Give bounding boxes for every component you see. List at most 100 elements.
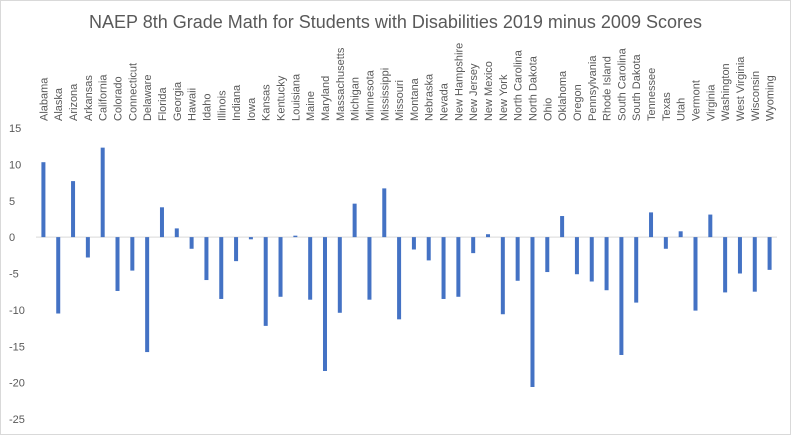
category-label: Maine [305, 91, 317, 121]
category-label: Oregon [572, 84, 584, 121]
bar-california [100, 147, 105, 238]
category-label: Nebraska [424, 73, 436, 121]
bar-utah [678, 231, 683, 238]
bar-north-carolina [515, 237, 520, 281]
bar-illinois [219, 237, 224, 299]
category-label: Rhode Island [602, 56, 614, 121]
y-tick-label: -10 [9, 305, 25, 317]
bar-alaska [56, 237, 61, 314]
category-label: Maryland [320, 76, 332, 121]
bar-minnesota [367, 237, 372, 300]
category-label: Massachusetts [335, 47, 347, 121]
category-label: Florida [157, 86, 169, 121]
bar-montana [411, 237, 416, 250]
category-label: New Jersey [468, 63, 480, 121]
bar-arkansas [85, 237, 90, 258]
bar-virginia [708, 214, 713, 238]
category-label: Ohio [542, 98, 554, 121]
y-tick-label: 0 [9, 232, 15, 244]
y-tick-label: -25 [9, 414, 25, 426]
bar-new-mexico [486, 234, 491, 238]
bar-oregon [574, 237, 579, 275]
bar-vermont [693, 237, 698, 311]
category-label: Louisiana [290, 73, 302, 121]
bar-south-dakota [634, 237, 639, 303]
bar-colorado [115, 237, 120, 291]
bar-texas [663, 237, 668, 249]
y-tick-label: 5 [9, 196, 15, 208]
category-label: Wisconsin [750, 71, 762, 121]
category-label: Colorado [113, 76, 125, 121]
category-label: Montana [409, 77, 421, 121]
category-label: South Dakota [631, 53, 643, 121]
bar-delaware [145, 237, 150, 353]
category-label: Arizona [68, 83, 80, 121]
bar-kansas [263, 237, 268, 326]
y-tick-label: -5 [9, 269, 19, 281]
category-label: Minnesota [364, 69, 376, 121]
bar-rhode-island [604, 237, 609, 291]
bar-pennsylvania [589, 237, 594, 282]
bar-georgia [174, 228, 179, 238]
category-label: North Dakota [527, 55, 539, 121]
category-label: Virginia [705, 84, 717, 121]
bar-nevada [441, 237, 446, 299]
category-label: Georgia [172, 81, 184, 121]
category-label: Wyoming [765, 75, 777, 121]
y-tick-label: -20 [9, 378, 25, 390]
category-label: Vermont [690, 80, 702, 121]
category-label: North Carolina [513, 49, 525, 121]
category-label: California [98, 74, 110, 121]
bar-connecticut [130, 237, 135, 271]
bar-indiana [234, 237, 239, 262]
category-label: Utah [676, 98, 688, 121]
category-label: Alaska [53, 87, 65, 121]
category-label: Arkansas [83, 75, 95, 121]
bar-maine [308, 237, 313, 300]
category-label: Delaware [142, 75, 154, 121]
bar-michigan [352, 203, 357, 238]
bar-west-virginia [737, 237, 742, 274]
category-label: Nevada [439, 82, 451, 121]
bar-iowa [248, 237, 253, 240]
bar-tennessee [649, 212, 654, 238]
bar-missouri [397, 237, 402, 320]
bar-hawaii [189, 237, 194, 249]
bar-wisconsin [752, 237, 757, 292]
category-label: Illinois [216, 90, 228, 121]
bar-new-york [500, 237, 505, 315]
category-label: Mississippi [379, 68, 391, 121]
category-label: Connecticut [127, 63, 139, 121]
bar-mississippi [382, 188, 387, 238]
category-label: Idaho [201, 93, 213, 121]
bar-south-carolina [619, 237, 624, 355]
bar-arizona [71, 181, 76, 238]
bar-idaho [204, 237, 209, 281]
y-tick-label: 15 [9, 123, 21, 135]
category-label: Hawaii [187, 88, 199, 121]
category-label: Iowa [246, 97, 258, 121]
category-label: Washington [720, 63, 732, 121]
category-label: Kansas [261, 84, 273, 121]
bar-wyoming [767, 237, 772, 270]
y-tick-label: 10 [9, 159, 21, 171]
bar-kentucky [278, 237, 283, 297]
bar-new-hampshire [456, 237, 461, 297]
category-label: Tennessee [646, 68, 658, 121]
category-label: Alabama [38, 77, 50, 121]
bar-washington [723, 237, 728, 293]
bar-north-dakota [530, 237, 535, 387]
category-label: Indiana [231, 84, 243, 121]
chart-title: NAEP 8th Grade Math for Students with Di… [89, 12, 702, 32]
bar-ohio [545, 237, 550, 273]
bar-new-jersey [471, 237, 476, 254]
bar-alabama [41, 162, 46, 238]
category-label: Oklahoma [557, 70, 569, 121]
bar-oklahoma [560, 216, 565, 238]
category-label: New York [498, 74, 510, 121]
bar-florida [159, 207, 164, 238]
category-label: Pennsylvania [587, 55, 599, 121]
bar-nebraska [426, 237, 431, 261]
